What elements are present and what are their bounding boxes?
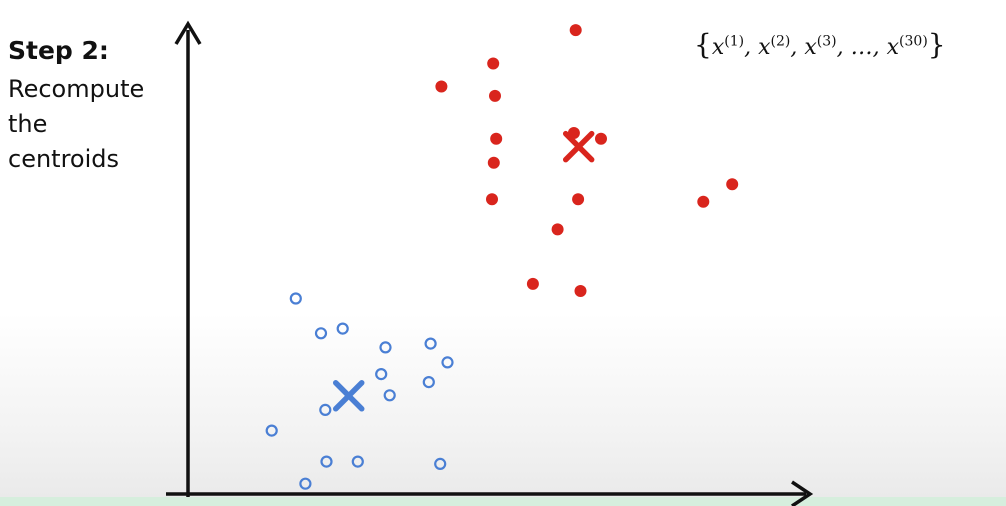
cluster-1-point <box>569 24 582 37</box>
step-description: Recompute the centroids <box>8 72 183 177</box>
x-axis-arrowhead <box>791 480 814 506</box>
cluster-2-point <box>424 337 437 350</box>
set-element-30: x(30) <box>886 33 928 60</box>
centroid-1-marker <box>562 130 595 163</box>
bottom-strip <box>0 497 1006 506</box>
cluster-2-point <box>336 322 349 335</box>
set-element-1: x(1) <box>711 33 745 60</box>
cluster-2-point <box>441 356 454 369</box>
y-axis-arrowhead <box>174 20 202 45</box>
cluster-2-point <box>319 403 332 416</box>
cluster-1-point <box>574 285 587 297</box>
cluster-1-point <box>487 57 500 70</box>
cluster-2-point <box>434 457 447 470</box>
cluster-2-point <box>265 424 278 437</box>
step-title: Step 2: <box>8 36 109 65</box>
cluster-2-point <box>289 292 302 305</box>
step-description-line: the <box>8 110 48 138</box>
cluster-2-point <box>375 368 388 381</box>
cluster-1-point <box>595 132 607 145</box>
cluster-2-point <box>314 327 328 340</box>
cluster-1-point <box>726 178 739 191</box>
cluster-1-point <box>490 132 503 145</box>
cluster-2-point <box>383 389 396 402</box>
cluster-1-point <box>697 195 710 208</box>
step-description-line: centroids <box>8 145 120 173</box>
cluster-1-point <box>435 80 448 93</box>
cluster-2-point <box>379 341 392 354</box>
set-element-2: x(2) <box>758 33 791 60</box>
cluster-1-point <box>572 193 585 206</box>
set-ellipsis: … <box>850 35 873 60</box>
axes <box>166 20 814 506</box>
cluster-1-point <box>551 223 564 236</box>
cluster-2-point <box>320 455 333 468</box>
cluster-1-point <box>486 193 498 206</box>
step-description-line: Recompute <box>8 75 145 103</box>
cluster-1-point <box>487 156 500 169</box>
set-close-brace: } <box>927 28 946 61</box>
cluster-2-point <box>351 455 364 468</box>
cluster-1-point <box>489 89 501 102</box>
set-element-3: x(3) <box>804 33 837 60</box>
training-set-notation: {x(1), x(2), x(3), …, x(30)} <box>694 28 946 61</box>
set-open-brace: { <box>694 28 712 61</box>
data-points <box>265 24 739 490</box>
centroid-2-marker <box>332 380 365 412</box>
cluster-2-point <box>299 477 312 490</box>
cluster-2-point <box>422 376 435 389</box>
cluster-1-point <box>526 277 539 290</box>
